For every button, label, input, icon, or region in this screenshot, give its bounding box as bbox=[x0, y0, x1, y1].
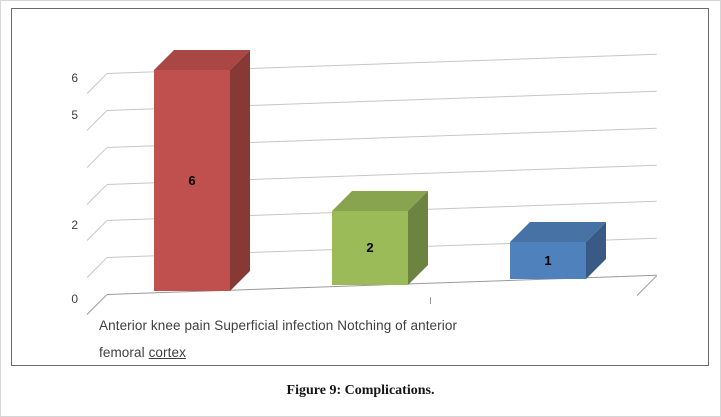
cortex-link[interactable]: cortex bbox=[148, 345, 186, 360]
y-tick-label: 6 bbox=[71, 71, 78, 86]
bar-side-face bbox=[230, 50, 250, 292]
y-tick-label: 0 bbox=[71, 292, 78, 306]
bar-value-label: 2 bbox=[366, 240, 374, 256]
gridlines-layer bbox=[12, 9, 708, 365]
bar-value-label: 1 bbox=[544, 252, 552, 268]
category-separator-tick bbox=[430, 297, 431, 304]
category-labels-line-2: femoral cortex bbox=[99, 339, 457, 366]
category-label-femoral: femoral bbox=[99, 345, 149, 360]
bar-front-face: 1 bbox=[510, 241, 586, 279]
figure-caption: Figure 9: Complications. bbox=[286, 383, 435, 398]
bar-anterior-knee-pain: 6 bbox=[154, 50, 250, 292]
bar-value-label: 6 bbox=[188, 173, 196, 189]
bars-layer: 6 2 1 bbox=[12, 9, 708, 365]
bar-superficial-infection: 2 bbox=[332, 191, 428, 285]
y-tick-label: 2 bbox=[71, 218, 78, 233]
bar-notching-of-anterior-femoral-cortex: 1 bbox=[510, 221, 606, 279]
category-labels-line-1: Anterior knee pain Superficial infection… bbox=[99, 318, 458, 333]
y-axis-labels: 6 5 2 0 bbox=[12, 9, 708, 365]
y-tick-label: 5 bbox=[71, 108, 78, 122]
bar-front-face: 6 bbox=[154, 70, 230, 292]
x-axis-category-labels: Anterior knee pain Superficial infection… bbox=[99, 312, 457, 366]
bar-front-face: 2 bbox=[332, 211, 408, 285]
chart-frame: 6 5 2 0 6 2 1 Anterior knee pain Superficial … bbox=[11, 8, 709, 366]
